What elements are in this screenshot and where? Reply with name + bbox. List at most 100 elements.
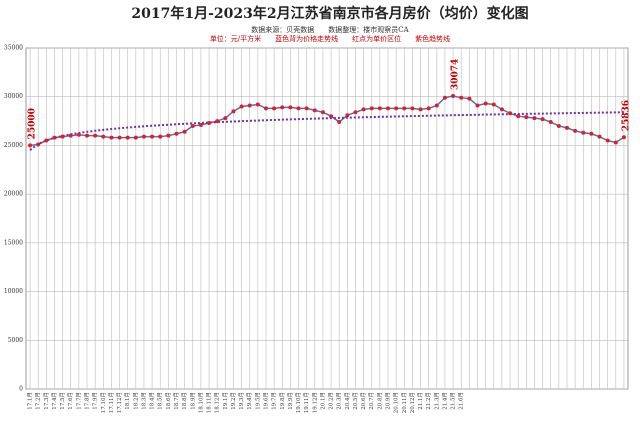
point	[548, 120, 553, 125]
point	[386, 106, 391, 111]
y-tick-label: 5000	[8, 337, 23, 344]
point	[320, 110, 325, 115]
point	[263, 106, 268, 111]
point	[377, 106, 382, 111]
x-tick-label: 18.12月	[214, 392, 221, 413]
point	[426, 106, 431, 111]
point	[369, 106, 374, 111]
x-tick-label: 17.12月	[116, 392, 123, 413]
y-tick-label: 10000	[4, 288, 23, 295]
y-tick-label: 0	[19, 386, 23, 393]
point	[442, 95, 447, 100]
data-label: 25836	[621, 100, 631, 131]
point	[288, 105, 293, 110]
point	[133, 135, 138, 140]
point	[223, 116, 228, 121]
x-tick-label: 18.1月	[124, 392, 131, 410]
x-tick-label: 19.11月	[303, 392, 310, 413]
x-tick-label: 19.12月	[311, 392, 318, 413]
x-tick-label: 20.5月	[352, 392, 359, 410]
point	[280, 105, 285, 110]
x-tick-label: 17.7月	[75, 392, 82, 410]
point	[394, 106, 399, 111]
x-tick-label: 20.10月	[393, 392, 400, 413]
point	[158, 134, 163, 139]
point	[28, 143, 33, 148]
x-tick-label: 17.6月	[67, 392, 74, 410]
point	[491, 102, 496, 107]
point	[508, 111, 513, 116]
point	[141, 134, 146, 139]
point	[272, 106, 277, 111]
x-tick-label: 19.10月	[295, 392, 302, 413]
point	[190, 123, 195, 128]
x-tick-label: 20.6月	[360, 392, 367, 410]
x-tick-label: 19.5月	[254, 392, 261, 410]
x-tick-label: 21.5月	[450, 392, 457, 410]
point	[540, 117, 545, 122]
point	[166, 133, 171, 138]
point	[76, 132, 81, 137]
x-tick-label: 20.7月	[368, 392, 375, 410]
point	[451, 93, 456, 98]
x-tick-label: 21.3月	[433, 392, 440, 410]
point	[304, 106, 309, 111]
y-tick-label: 15000	[4, 239, 23, 246]
x-tick-label: 20.12月	[409, 392, 416, 413]
point	[499, 107, 504, 112]
point	[410, 106, 415, 111]
point	[255, 102, 260, 107]
x-tick-label: 18.4月	[149, 392, 156, 410]
x-tick-label: 18.3月	[140, 392, 147, 410]
x-tick-label: 19.7月	[271, 392, 278, 410]
x-tick-label: 21.1月	[417, 392, 424, 410]
chart-title: 2017年1月-2023年2月江苏省南京市各月房价（均价）变化图	[131, 5, 528, 22]
plot-area	[25, 47, 629, 390]
y-tick-label: 20000	[4, 191, 23, 198]
point	[231, 109, 236, 114]
point	[337, 120, 342, 125]
point	[353, 110, 358, 115]
point	[418, 107, 423, 112]
y-tick-label: 30000	[4, 93, 23, 100]
point	[93, 133, 98, 138]
x-tick-label: 17.5月	[59, 392, 66, 410]
point	[215, 119, 220, 124]
point	[573, 128, 578, 133]
point	[402, 106, 407, 111]
x-tick-label: 17.8月	[84, 392, 91, 410]
x-tick-label: 20.11月	[401, 392, 408, 413]
x-tick-label: 18.2月	[132, 392, 139, 410]
x-tick-label: 20.9月	[385, 392, 392, 410]
x-tick-label: 20.4月	[344, 392, 351, 410]
point	[483, 101, 488, 106]
point	[239, 104, 244, 109]
point	[564, 125, 569, 130]
point	[60, 134, 65, 139]
point	[312, 108, 317, 113]
x-tick-label: 17.9月	[92, 392, 99, 410]
x-tick-label: 19.8月	[279, 392, 286, 410]
point	[101, 134, 106, 139]
point	[516, 114, 521, 119]
point	[556, 123, 561, 128]
x-tick-label: 19.1月	[222, 392, 229, 410]
x-tick-label: 17.11月	[108, 392, 115, 413]
point	[597, 134, 602, 139]
x-tick-label: 19.4月	[246, 392, 253, 410]
x-tick-label: 17.1月	[27, 392, 34, 410]
x-tick-label: 18.5月	[157, 392, 164, 410]
x-tick-label: 20.1月	[319, 392, 326, 410]
x-tick-label: 17.2月	[35, 392, 42, 410]
x-tick-label: 19.9月	[287, 392, 294, 410]
subtitle: 数据来源：贝壳数据 数据整理：楼市观察员CA	[251, 25, 409, 34]
point	[329, 114, 334, 119]
point	[621, 135, 626, 140]
x-tick-label: 19.6月	[262, 392, 269, 410]
x-tick-label: 21.2月	[425, 392, 432, 410]
point	[475, 103, 480, 108]
point	[524, 115, 529, 120]
point	[361, 107, 366, 112]
point	[207, 121, 212, 126]
